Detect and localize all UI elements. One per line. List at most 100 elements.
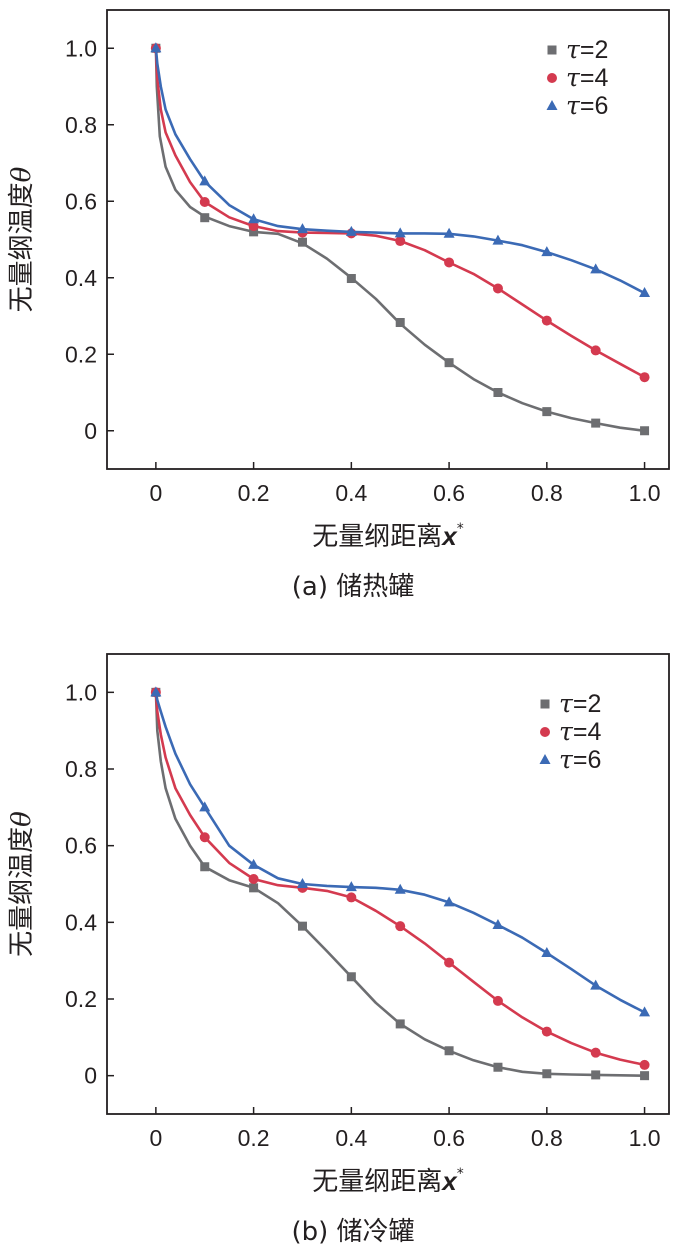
series-tau-6-marker-6: [443, 227, 455, 238]
legend-entry-0: τ=2: [540, 689, 601, 718]
series-tau-6-marker-6: [443, 896, 455, 907]
x-tick-label: 0.6: [433, 480, 465, 506]
plot-frame: [106, 9, 670, 470]
series-tau-4-marker-9: [590, 345, 601, 356]
series-tau-4-marker-5: [395, 921, 406, 932]
series-tau-2-marker-8: [542, 1069, 552, 1079]
y-tick-label: 0.6: [65, 188, 97, 214]
series-tau-2-marker-5: [395, 318, 405, 328]
series-tau-2-marker-6: [444, 1046, 454, 1056]
series-tau-2-marker-1: [200, 862, 210, 872]
legend-label: τ=6: [559, 745, 601, 774]
legend-0-marker-0: [540, 699, 550, 709]
series-tau-2-marker-1: [200, 213, 210, 223]
series-tau-2-marker-6: [444, 358, 454, 368]
series-tau-6-marker-8: [541, 947, 553, 957]
series-tau-2-marker-10: [640, 1071, 650, 1081]
legend-entry-2: τ=6: [546, 91, 608, 120]
legend-label: τ=2: [559, 689, 601, 718]
y-tick-label: 1.0: [65, 679, 97, 705]
legend-2-marker-0: [546, 100, 558, 110]
legend-entry-0: τ=2: [547, 35, 608, 64]
series-tau-2-marker-3: [297, 921, 307, 931]
x-tick-label: 0.4: [335, 1125, 367, 1151]
series-tau-2-marker-4: [346, 972, 356, 982]
series-tau-4-marker-10: [639, 372, 650, 383]
series-tau-6-marker-0: [150, 686, 162, 697]
figure-caption: (b) 储冷罐: [291, 1217, 414, 1247]
series-tau-6-marker-9: [590, 979, 602, 990]
series-tau-6-marker-5: [394, 883, 406, 894]
series-tau-4-marker-1: [199, 197, 210, 208]
y-tick-label: 0.8: [65, 756, 97, 782]
series-tau-6-marker-10: [639, 287, 651, 298]
series-tau-4-marker-6: [444, 257, 455, 268]
y-tick-label: 0.8: [65, 112, 97, 138]
series-tau-6-marker-3: [296, 223, 308, 234]
series-tau-6-marker-0: [150, 42, 162, 53]
series-tau-2-marker-8: [542, 407, 552, 417]
series-tau-6-marker-5: [394, 227, 406, 238]
series-tau-6-marker-10: [639, 1006, 651, 1017]
figure-caption: (a) 储热罐: [292, 572, 415, 602]
chart-a: 0 0.2 0.4 0.6 0.8 1.0 0 0.2 0.4 0.6 0.8 1.0 无量纲距离x* 无…: [7, 9, 670, 602]
series-tau-4-marker-5: [395, 236, 406, 247]
legend-1-marker-0: [540, 727, 550, 737]
x-tick-label: 0.2: [238, 1125, 270, 1151]
series-tau-2-marker-10: [640, 426, 650, 436]
series-tau-2-marker-7: [493, 1062, 503, 1072]
series-tau-4-marker-4: [346, 892, 357, 903]
series-tau-6-marker-1: [199, 175, 211, 186]
series-tau-2-marker-2: [249, 883, 259, 893]
y-tick-label: 0: [84, 418, 97, 444]
series-tau-6: [150, 686, 651, 1017]
series-tau-4-marker-1: [199, 832, 210, 843]
series-tau-4-marker-2: [248, 874, 259, 885]
plot-frame: [106, 653, 670, 1115]
legend-label: τ=2: [566, 35, 608, 64]
series-tau-6-marker-2: [248, 858, 260, 869]
x-tick-label: 0.8: [531, 1125, 563, 1151]
y-axis-label: 无量纲温度θ: [7, 811, 37, 957]
series-tau-6-marker-9: [590, 263, 602, 274]
series-tau-6-marker-8: [541, 246, 553, 257]
y-axis-label: 无量纲温度θ: [7, 166, 37, 312]
series-tau-4-marker-7: [492, 283, 503, 294]
y-tick-label: 0.2: [65, 986, 97, 1012]
x-axis-label: 无量纲距离x*: [312, 521, 463, 552]
series-tau-4-marker-9: [590, 1047, 601, 1058]
series-tau-6-marker-2: [248, 213, 260, 224]
legend-label: τ=4: [559, 717, 601, 746]
series-tau-4-marker-2: [248, 221, 259, 232]
y-tick-label: 0.2: [65, 341, 97, 367]
legend-entry-1: τ=4: [540, 717, 601, 746]
x-tick-label: 0: [149, 480, 162, 506]
x-tick-label: 0.8: [531, 480, 563, 506]
series-tau-4-marker-8: [541, 315, 552, 326]
x-tick-label: 0: [149, 1125, 162, 1151]
x-tick-label: 0.4: [335, 480, 367, 506]
series-tau-2-marker-5: [395, 1019, 405, 1029]
series-tau-6-marker-7: [492, 234, 504, 245]
series-tau-2-marker-9: [591, 418, 601, 428]
series-tau-2-marker-9: [591, 1070, 601, 1080]
legend-label: τ=4: [566, 63, 608, 92]
series-tau-6: [150, 42, 651, 298]
series-tau-2-marker-4: [346, 274, 356, 284]
x-tick-label: 0.2: [238, 480, 270, 506]
series-tau-4-marker-10: [639, 1059, 650, 1070]
x-tick-label: 1.0: [629, 1125, 661, 1151]
x-axis-label: 无量纲距离x*: [312, 1166, 463, 1197]
legend-entry-2: τ=6: [539, 745, 601, 774]
series-tau-2-marker-7: [493, 388, 503, 397]
y-tick-label: 0.4: [65, 909, 97, 935]
legend-2-marker-0: [539, 754, 551, 764]
series-tau-6-marker-4: [345, 881, 357, 892]
legend-label: τ=6: [566, 91, 608, 120]
series-tau-2-marker-2: [249, 227, 259, 237]
y-tick-label: 0.4: [65, 265, 97, 291]
series-tau-4-marker-8: [541, 1026, 552, 1037]
series-tau-4-marker-6: [444, 957, 455, 968]
y-tick-label: 0: [84, 1063, 97, 1089]
